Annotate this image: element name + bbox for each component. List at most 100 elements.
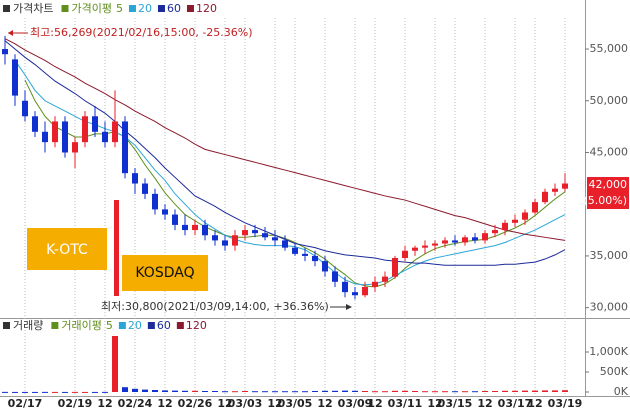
volume-bar [32,391,38,393]
legend-swatch [176,322,184,329]
market-box [27,228,107,270]
candle-body [502,222,508,231]
candle-body [462,237,468,243]
volume-bar [132,388,138,392]
high-arrow-head [8,30,13,36]
x-tick-label: 02/24 [118,397,153,410]
last-price: 42,000 [589,178,628,191]
volume-bar [122,387,128,392]
legend-swatch [128,5,136,12]
low-arrow-head [346,304,352,310]
candle-body [172,214,178,225]
legend-entry: 5 [116,2,123,15]
volume-bar [92,391,98,393]
candle-body [342,281,348,293]
y-tick-label: 30,000 [590,301,629,314]
volume-bar [252,391,258,393]
market-label: K-OTC [46,242,88,258]
marks [2,35,568,393]
candle-body [112,121,118,143]
panel-title: 거래량 [13,319,43,332]
candle-body [412,247,418,251]
candle-body [22,100,28,117]
candle-body [52,121,58,143]
ma-line [14,60,566,286]
volume-bar [442,391,448,393]
volume-bar [202,391,208,392]
volume-bar [2,391,8,393]
volume-bar [382,391,388,393]
candle-body [522,212,528,220]
candle-body [12,59,18,96]
candle-body [242,230,248,236]
panel-headers: 가격차트 가격이평 5 20 60 120 거래량 거래이평 5 20 60 120 [3,2,217,332]
volume-bar [482,391,488,392]
candle-body [402,250,408,258]
legend-entry: 120 [196,2,217,15]
legend-entry: 20 [128,319,142,332]
candle-body [102,131,108,143]
candle-body [562,183,568,189]
candle-body [232,235,238,246]
y-tick-label: 0K [614,385,629,398]
y-tick-label: 55,000 [590,42,629,55]
legend-entry: 60 [167,2,181,15]
candle-body [322,261,328,272]
candle-body [542,191,548,203]
last-price-box [587,177,629,209]
volume-bar [522,390,528,392]
candle-body [492,230,498,234]
volume-bar [242,391,248,392]
volume-bar [312,391,318,392]
volume-bar [182,390,188,392]
volume-bar [262,391,268,393]
y-tick-label: 50,000 [590,94,629,107]
x-tick-label: 03/05 [278,397,313,410]
candle-body [42,131,48,143]
candle-body [162,209,168,215]
volume-bar [562,390,568,392]
candle-body [212,235,218,241]
volume-bar [532,390,538,392]
x-tick-label: 12 [477,397,492,410]
legend-swatch [3,322,10,329]
x-tick-label: 12 [157,397,172,410]
x-tick-label: 03/15 [438,397,473,410]
volume-bar [372,391,378,393]
volume-bar [452,391,458,393]
volume-bar [332,390,338,392]
panel-title: 가격차트 [13,2,53,15]
candle-body [282,240,288,248]
volume-bar [82,391,88,393]
x-tick-label: 03/11 [388,397,423,410]
legend-swatch [51,322,59,329]
x-tick-label: 03/19 [548,397,583,410]
market-label: KOSDAQ [135,265,194,281]
volume-bar [542,390,548,392]
candle-body [202,224,208,236]
legend-entry: 5 [106,319,113,332]
market-transfer-line [114,200,119,296]
legend-swatch [61,5,69,12]
ma-label: 거래이평 [61,319,101,332]
candle-body [72,142,78,153]
candle-body [482,233,488,241]
volume-bar [422,391,428,393]
candle-body [452,240,458,243]
volume-bar [402,390,408,392]
candle-body [62,121,68,153]
x-tick-label: 12 [97,397,112,410]
legend-swatch [3,5,10,12]
candle-body [252,230,258,234]
candle-body [352,292,358,296]
x-tick-label: 12 [527,397,542,410]
candle-body [432,243,438,246]
x-tick-label: 02/17 [8,397,43,410]
market-box [122,255,208,291]
volume-bar [342,390,348,392]
volume-bar [222,391,228,393]
volume-bar [412,391,418,392]
y-tick-label: 45,000 [590,145,629,158]
